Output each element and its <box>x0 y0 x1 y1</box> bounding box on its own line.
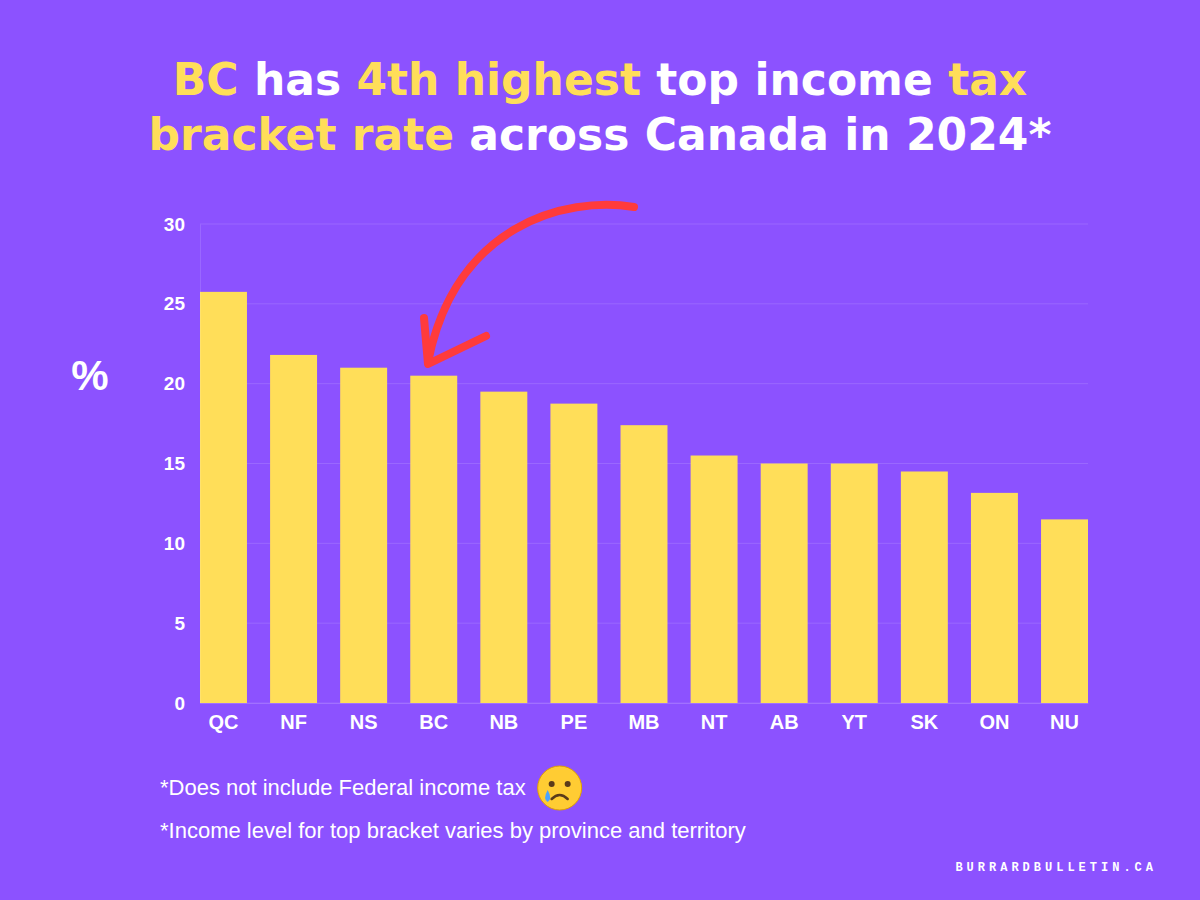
y-tick-label: 25 <box>164 293 186 314</box>
x-tick: BC <box>419 711 448 733</box>
background <box>0 0 1200 900</box>
x-tick: NB <box>489 711 518 733</box>
bar <box>621 425 668 703</box>
grid-line <box>200 303 1088 304</box>
bar <box>270 355 317 703</box>
arrow <box>424 205 634 364</box>
y-tick: 20 <box>164 373 185 394</box>
footnote: *Does not include Federal income tax <box>160 775 526 800</box>
arrow-shaft <box>428 205 634 362</box>
x-tick-label: SK <box>910 711 938 733</box>
x-tick: NS <box>350 711 378 733</box>
bar <box>1041 519 1088 703</box>
x-tick-label: NT <box>701 711 728 733</box>
title-word: top <box>641 54 739 105</box>
y-tick: 15 <box>164 453 186 474</box>
x-tick-label: QC <box>208 711 238 733</box>
title-word: highest <box>439 54 641 105</box>
chart: BC has 4th highest top income taxbracket… <box>0 0 1200 900</box>
bar <box>831 464 878 704</box>
bar <box>691 456 738 703</box>
y-tick: 0 <box>174 693 185 714</box>
title: BC has 4th highest top income taxbracket… <box>149 54 1052 160</box>
title-line: bracket rate across Canada in 2024* <box>149 109 1052 160</box>
x-tick: PE <box>561 711 588 733</box>
title-word: has <box>239 54 342 105</box>
x-tick: ON <box>979 711 1009 733</box>
title-word: 2024* <box>891 109 1052 160</box>
bar <box>761 464 808 704</box>
x-tick-label: NU <box>1050 711 1079 733</box>
bar <box>971 493 1018 703</box>
y-tick: 25 <box>164 293 186 314</box>
title-word: 4th <box>341 54 439 105</box>
x-tick-label: ON <box>979 711 1009 733</box>
x-tick: AB <box>770 711 799 733</box>
x-tick-label: BC <box>419 711 448 733</box>
x-tick: QC <box>208 711 238 733</box>
title-word: tax <box>933 54 1027 105</box>
bar <box>901 471 948 703</box>
grid-line <box>200 224 1088 225</box>
x-tick: MB <box>628 711 659 733</box>
x-tick: YT <box>841 711 867 733</box>
y-tick: 30 <box>164 214 185 235</box>
x-tick: NT <box>701 711 728 733</box>
title-word: Canada <box>629 109 829 160</box>
title-word: rate <box>336 109 454 160</box>
x-tick-label: PE <box>561 711 588 733</box>
axis-line <box>201 703 1089 704</box>
x-tick: NU <box>1050 711 1079 733</box>
y-tick-label: 30 <box>164 214 185 235</box>
source: BURRARDBULLETIN.CA <box>955 861 1157 875</box>
x-tick-label: YT <box>841 711 867 733</box>
y-axis-title: % <box>71 352 108 399</box>
emoji-icon <box>538 766 582 810</box>
title-word: income <box>739 54 933 105</box>
y-tick-label: 0 <box>174 693 185 714</box>
y-tick-label: 5 <box>174 613 185 634</box>
title-word: bracket <box>149 109 337 160</box>
x-tick: SK <box>910 711 938 733</box>
y-tick-label: 20 <box>164 373 185 394</box>
title-line: BC has 4th highest top income tax <box>173 54 1028 105</box>
grid <box>200 224 1088 703</box>
bar <box>550 404 597 703</box>
x-tick-label: NS <box>350 711 378 733</box>
arrow-head <box>424 318 486 364</box>
axis-line <box>200 225 201 704</box>
grid-line <box>200 383 1088 384</box>
title-word: BC <box>173 54 239 105</box>
x-axis: QC NF NS BC NB PE MB NT AB YT SK ON NU <box>201 704 1089 734</box>
footnote: *Income level for top bracket varies by … <box>160 818 746 843</box>
bar <box>200 292 247 703</box>
x-tick-label: NF <box>280 711 307 733</box>
bars <box>200 292 1088 703</box>
x-tick-label: AB <box>770 711 799 733</box>
title-word: in <box>829 109 891 160</box>
x-tick: NF <box>280 711 307 733</box>
y-tick: 5 <box>174 613 185 634</box>
x-tick-label: MB <box>628 711 659 733</box>
bar <box>480 392 527 703</box>
bar <box>340 368 387 703</box>
x-tick-label: NB <box>489 711 518 733</box>
y-tick-label: 15 <box>164 453 186 474</box>
bar <box>410 376 457 703</box>
title-word: across <box>454 109 629 160</box>
y-tick-label: 10 <box>164 533 185 554</box>
y-tick: 10 <box>164 533 185 554</box>
y-axis: 0 5 10 15 20 25 30 <box>164 214 201 714</box>
